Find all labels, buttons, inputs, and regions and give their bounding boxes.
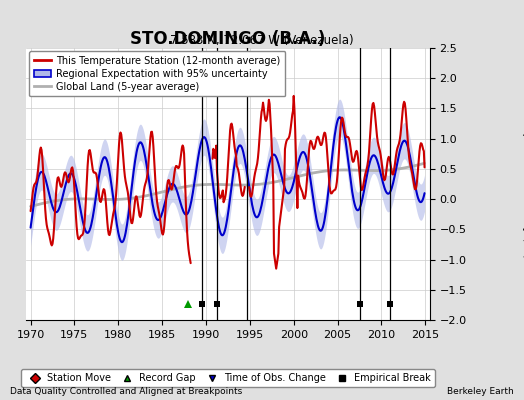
Text: Berkeley Earth: Berkeley Earth: [447, 387, 514, 396]
Y-axis label: Temperature Anomaly (°C): Temperature Anomaly (°C): [522, 110, 524, 258]
Text: Data Quality Controlled and Aligned at Breakpoints: Data Quality Controlled and Aligned at B…: [10, 387, 243, 396]
Legend: Station Move, Record Gap, Time of Obs. Change, Empirical Break: Station Move, Record Gap, Time of Obs. C…: [21, 370, 435, 387]
Text: 7.583 N, 72.067 W (Venezuela): 7.583 N, 72.067 W (Venezuela): [170, 34, 354, 47]
Title: STO.DOMINGO (B.A.): STO.DOMINGO (B.A.): [130, 30, 325, 48]
